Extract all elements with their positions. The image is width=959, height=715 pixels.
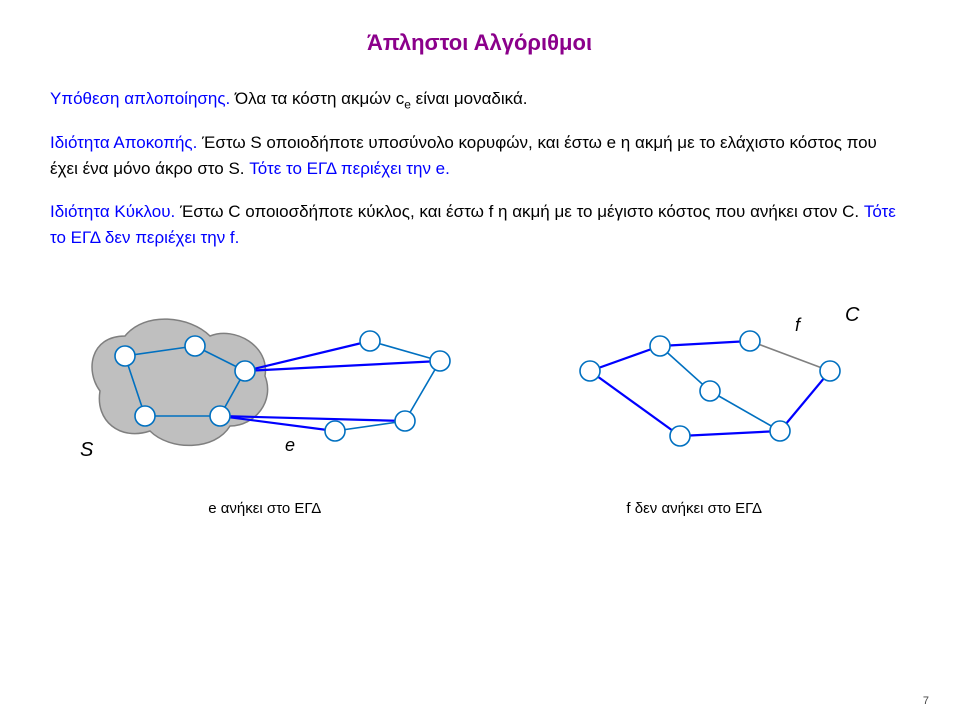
diagram-area: Se f C e ανήκει στο ΕΓΔ f δεν ανήκει στο …	[50, 281, 909, 541]
caption-right: f δεν ανήκει στο ΕΓΔ	[494, 500, 894, 517]
graph-edge	[780, 371, 830, 431]
caption-left: e ανήκει στο ΕΓΔ	[65, 500, 465, 517]
graph-node	[670, 426, 690, 446]
graph-edge	[660, 341, 750, 346]
cycle-text: Έστω C οποιοσδήποτε κύκλος, και έστω f η…	[175, 202, 864, 221]
graph-node	[580, 361, 600, 381]
cut-property-paragraph: Ιδιότητα Αποκοπής. Έστω S οποιοδήποτε υπ…	[50, 130, 909, 183]
graph-node	[210, 406, 230, 426]
label-e: e	[285, 435, 295, 455]
graph-edge	[590, 346, 660, 371]
cycle-property-paragraph: Ιδιότητα Κύκλου. Έστω C οποιοσδήποτε κύκ…	[50, 199, 909, 252]
graph-node	[770, 421, 790, 441]
graph-edge	[590, 371, 680, 436]
label-S: S	[80, 439, 94, 461]
cycle-lead: Ιδιότητα Κύκλου.	[50, 202, 175, 221]
page-number: 7	[923, 695, 929, 707]
graph-edge	[370, 341, 440, 361]
graph-node	[185, 336, 205, 356]
cut-lead: Ιδιότητα Αποκοπής.	[50, 133, 197, 152]
graph-node	[235, 361, 255, 381]
blob-S	[92, 319, 268, 445]
assumption-text2: είναι μοναδικά.	[411, 89, 528, 108]
cut-conclusion: Τότε το ΕΓΔ περιέχει την e.	[249, 159, 450, 178]
graph-edge	[245, 361, 440, 371]
assumption-text1: Όλα τα κόστη ακμών c	[230, 89, 404, 108]
graph-node	[135, 406, 155, 426]
assumption-paragraph: Υπόθεση απλοποίησης. Όλα τα κόστη ακμών …	[50, 86, 909, 114]
graph-node	[650, 336, 670, 356]
label-C: C	[845, 304, 860, 326]
assumption-lead: Υπόθεση απλοποίησης.	[50, 89, 230, 108]
graph-node	[430, 351, 450, 371]
graph-node	[395, 411, 415, 431]
graph-edge	[680, 431, 780, 436]
graph-node	[820, 361, 840, 381]
graph-node	[700, 381, 720, 401]
graph-node	[325, 421, 345, 441]
assumption-sub: e	[404, 97, 411, 111]
graph-edge	[710, 391, 780, 431]
label-f: f	[795, 315, 802, 335]
graph-node	[360, 331, 380, 351]
page-title: Άπληστοι Αλγόριθμοι	[50, 30, 909, 56]
edge-f	[750, 341, 830, 371]
graph-node	[115, 346, 135, 366]
graph-svg: Se f C	[50, 281, 910, 491]
graph-node	[740, 331, 760, 351]
